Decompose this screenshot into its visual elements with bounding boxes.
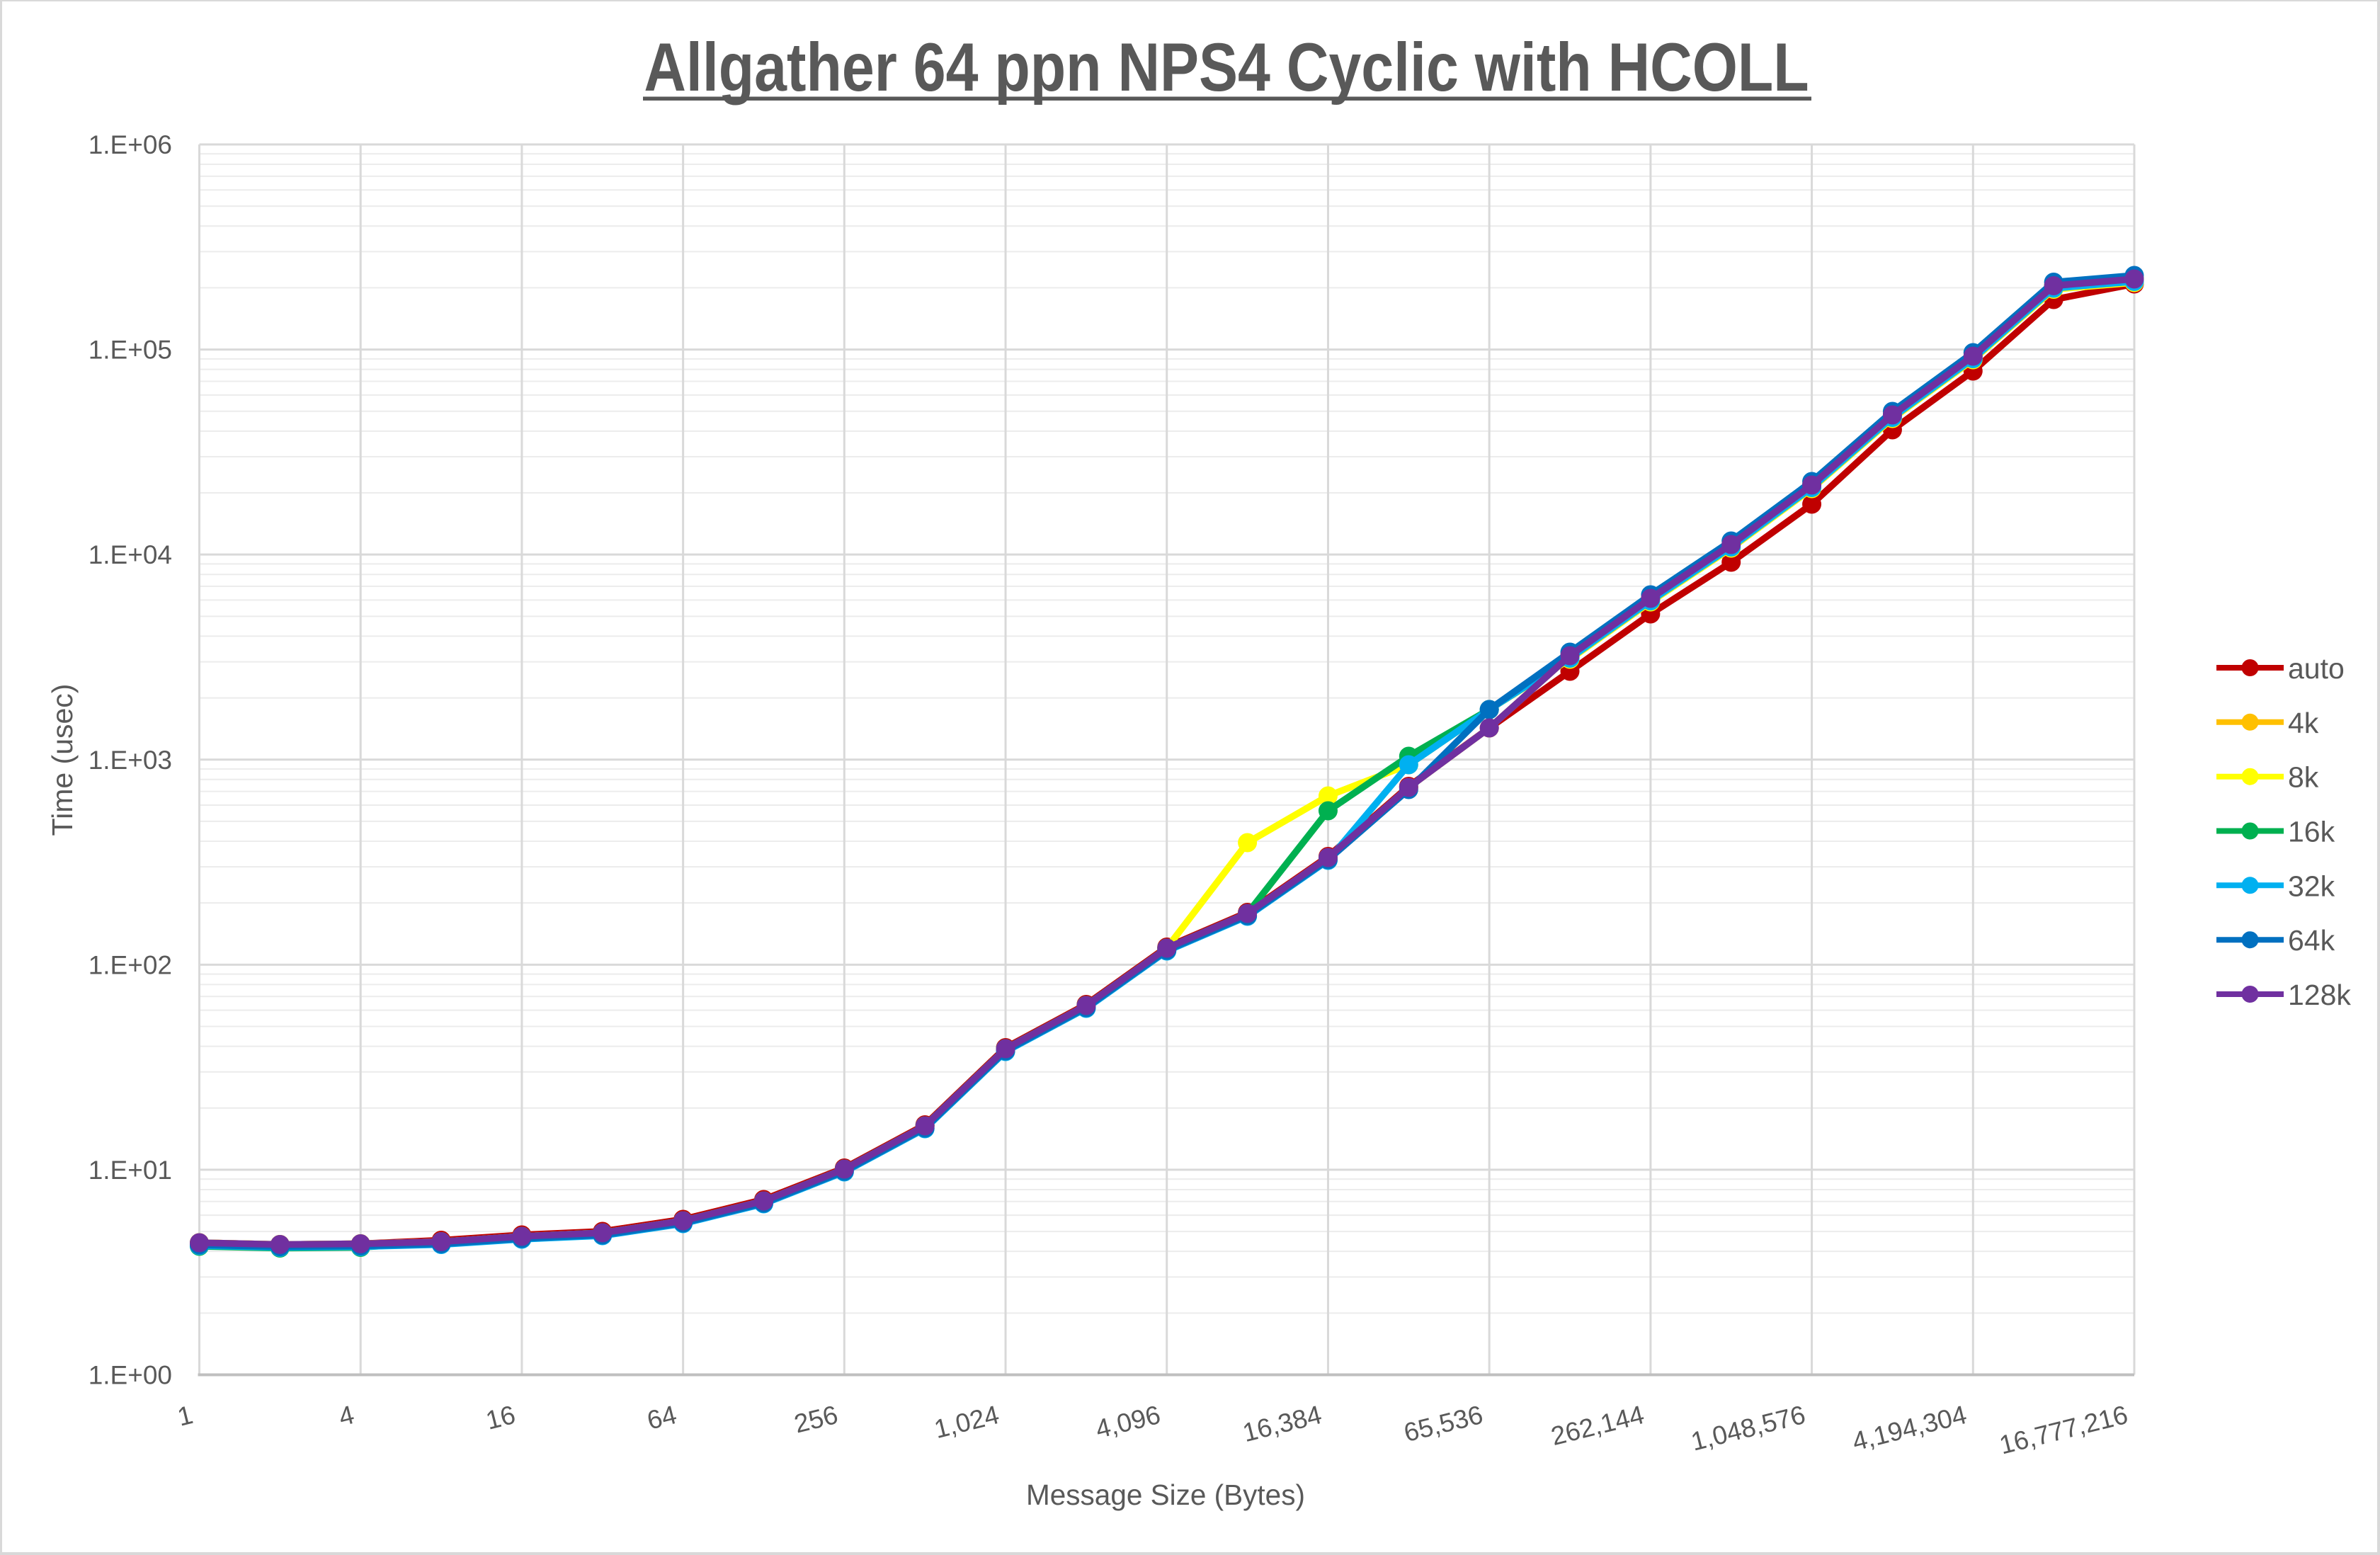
svg-text:Time (usec): Time (usec)	[46, 684, 79, 836]
svg-text:1.E+02: 1.E+02	[89, 950, 172, 979]
svg-text:64: 64	[644, 1400, 680, 1435]
svg-text:16k: 16k	[2288, 816, 2335, 848]
svg-text:32k: 32k	[2288, 870, 2335, 902]
svg-text:Message Size (Bytes): Message Size (Bytes)	[1026, 1479, 1305, 1511]
svg-text:1.E+04: 1.E+04	[89, 540, 172, 569]
svg-text:1.E+01: 1.E+01	[89, 1156, 172, 1185]
svg-text:1.E+00: 1.E+00	[89, 1361, 172, 1390]
svg-text:128k: 128k	[2288, 979, 2351, 1011]
svg-text:8k: 8k	[2288, 761, 2319, 794]
svg-text:4k: 4k	[2288, 707, 2319, 739]
svg-text:auto: auto	[2288, 652, 2345, 685]
svg-text:Allgather 64 ppn NPS4 Cyclic w: Allgather 64 ppn NPS4 Cyclic with HCOLL	[644, 30, 1809, 106]
svg-text:1.E+03: 1.E+03	[89, 746, 172, 775]
svg-text:1.E+06: 1.E+06	[89, 130, 172, 159]
svg-text:64k: 64k	[2288, 924, 2335, 957]
svg-text:1.E+05: 1.E+05	[89, 336, 172, 365]
svg-text:16: 16	[483, 1400, 518, 1435]
